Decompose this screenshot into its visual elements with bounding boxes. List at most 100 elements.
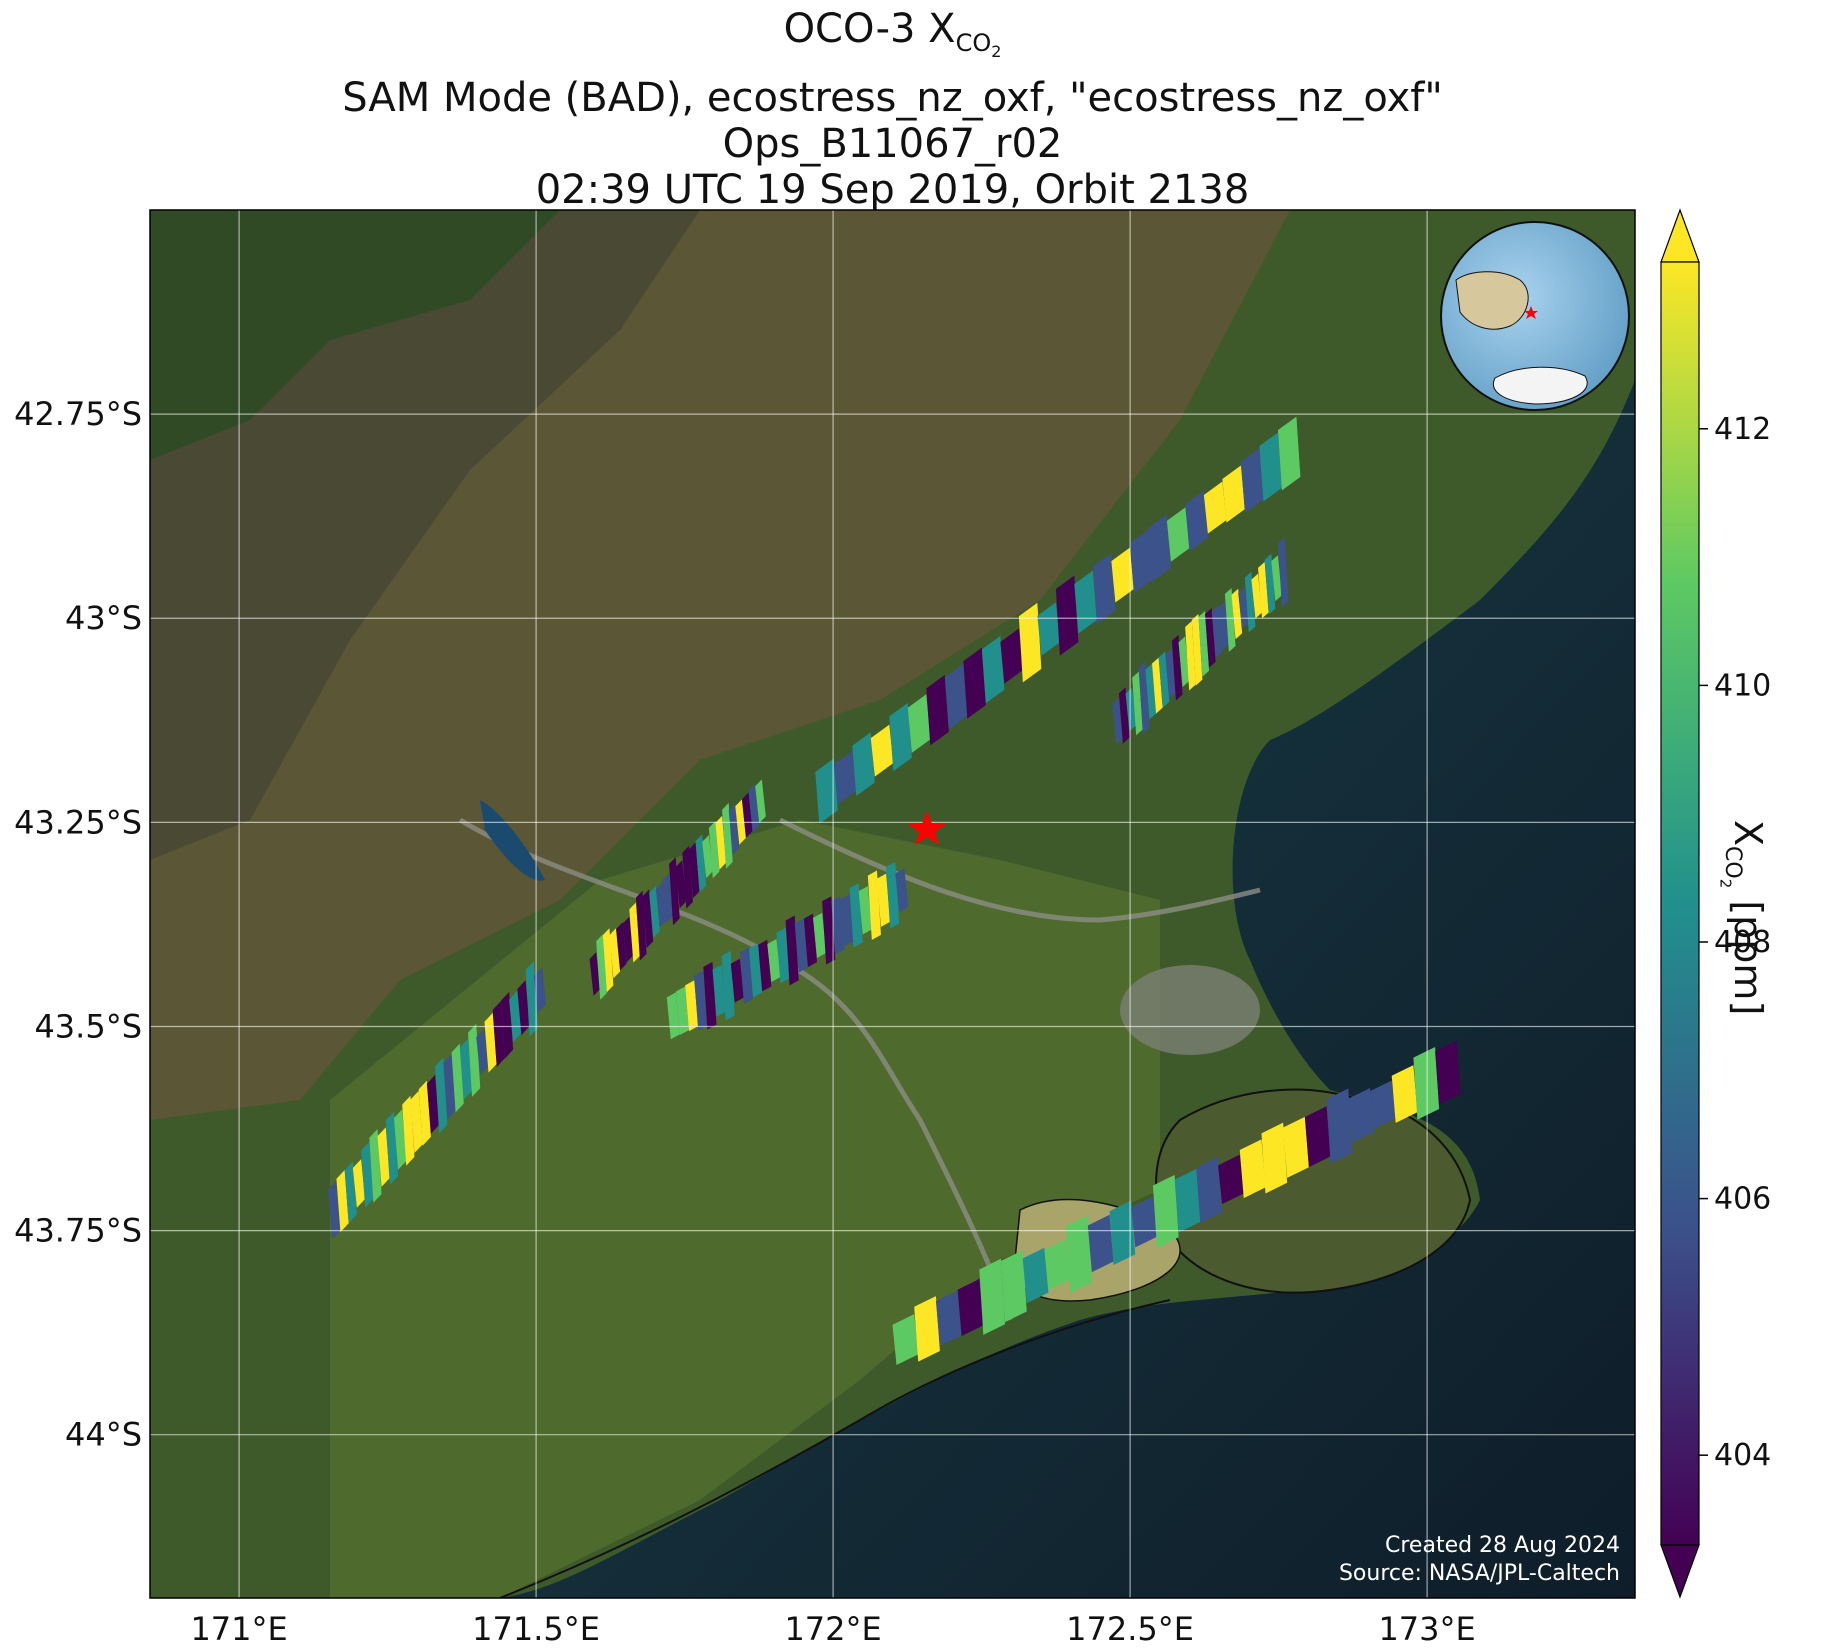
xco2-footprint: [492, 1001, 505, 1067]
xco2-footprint: [1244, 571, 1256, 633]
credit-source: Source: NASA/JPL-Caltech: [1339, 1561, 1620, 1586]
xco2-footprint: [1239, 1139, 1266, 1199]
xco2-footprint: [867, 870, 881, 940]
xco2-footprint: [785, 915, 799, 986]
xco2-footprint: [1391, 1065, 1418, 1123]
colorbar-extend-min: [1660, 1544, 1700, 1599]
xco2-footprint: [629, 902, 640, 963]
xco2-footprint: [1022, 1247, 1049, 1304]
xco2-footprint: [435, 1057, 448, 1134]
title-line-1: OCO-3 XCO2: [783, 6, 1002, 61]
xco2-footprint: [669, 857, 680, 926]
xco2-footprint: [1165, 648, 1176, 699]
xco2-footprint: [1251, 573, 1263, 619]
xco2-footprint: [602, 928, 614, 993]
xco2-footprint: [1259, 432, 1282, 502]
lon-tick-label: 172°E: [784, 1610, 881, 1648]
xco2-footprint: [1087, 1214, 1114, 1273]
xco2-footprint: [715, 815, 727, 870]
xco2-footprint: [1044, 1239, 1071, 1291]
target-star-marker: [908, 811, 946, 845]
colorbar-ticks: 404 406 408 410 412: [1699, 412, 1771, 1473]
xco2-footprint: [410, 1090, 423, 1154]
xco2-footprint: [926, 674, 949, 746]
xco2-footprint: [328, 1180, 341, 1240]
xco2-footprint: [484, 1012, 497, 1073]
xco2-footprint: [649, 885, 660, 938]
xco2-footprint: [979, 1258, 1006, 1335]
xco2-footprint: [852, 732, 875, 796]
xco2-footprint: [695, 834, 707, 893]
xco2-footprint: [451, 1043, 464, 1113]
xco2-footprint: [728, 803, 740, 855]
xco2-footprint: [1037, 602, 1060, 656]
xco2-footprint: [907, 694, 931, 753]
christchurch-city: [1120, 965, 1260, 1055]
map-frame: [149, 209, 1636, 1599]
xco2-footprint: [1413, 1046, 1440, 1120]
xco2-footprint: [1205, 608, 1216, 668]
xco2-footprint: [981, 635, 1005, 704]
longitude-tick-labels: 171°E 171.5°E 172°E 172.5°E 173°E: [190, 1610, 1475, 1648]
latitude-tick-labels: 42.75°S 43°S 43.25°S 43.5°S 43.75°S 44°S: [14, 395, 142, 1454]
xco2-footprint: [675, 986, 690, 1036]
lat-tick-label: 43.75°S: [14, 1212, 142, 1250]
xco2-footprint: [688, 842, 700, 899]
xco2-footprint: [702, 834, 713, 879]
xco2-footprint: [509, 990, 522, 1043]
xco2-footprint: [377, 1127, 390, 1187]
xco2-footprint: [694, 970, 708, 1031]
colorbar: 404 406 408 410 412: [1660, 208, 1771, 1599]
gridlines: [150, 210, 1635, 1598]
title-line-2: SAM Mode (BAD), ecostress_nz_oxf, "ecost…: [342, 74, 1443, 121]
xco2-footprint: [426, 1074, 440, 1134]
xco2-footprint: [712, 964, 726, 1017]
xco2-footprint: [1178, 636, 1190, 688]
xco2-footprint: [662, 872, 674, 924]
xco2-footprint: [1198, 610, 1210, 677]
xco2-footprint: [1264, 553, 1276, 615]
xco2-footprint: [1131, 1196, 1157, 1248]
xco2-footprint: [1109, 1200, 1136, 1266]
xco2-footprint: [963, 647, 986, 719]
xco2-footprint: [812, 912, 827, 958]
inset-globe: [1440, 221, 1630, 411]
xco2-footprint: [776, 927, 790, 984]
xco2-footprint: [1111, 547, 1134, 603]
xco2-footprint: [622, 916, 634, 963]
northern-forest: [150, 210, 560, 460]
xco2-footprint: [1258, 561, 1269, 619]
title-block: OCO-3 XCO2 SAM Mode (BAD), ecostress_nz_…: [150, 6, 1635, 213]
xco2-footprint: [675, 860, 687, 909]
lon-tick-label: 171°E: [190, 1610, 287, 1648]
xco2-footprint: [858, 886, 872, 935]
lake-coleridge: [480, 800, 545, 881]
title-line-3: Ops_B11067_r02: [722, 120, 1063, 167]
xco2-footprint: [1112, 698, 1123, 745]
xco2-footprint: [739, 947, 754, 1004]
xco2-footprint: [1348, 1088, 1374, 1143]
xco2-footprint: [443, 1053, 456, 1120]
colorbar-tick-label: 412: [1714, 412, 1771, 447]
xco2-footprint: [1283, 1116, 1309, 1178]
xco2-footprint: [589, 952, 601, 996]
xco2-footprint: [822, 896, 836, 965]
xco2-footprint: [1185, 621, 1196, 691]
xco2-footprint: [1001, 1250, 1027, 1323]
xco2-footprint: [1125, 687, 1137, 732]
xco2-footprint: [1231, 588, 1243, 640]
xco2-footprint: [722, 802, 733, 869]
xco2-footprint: [892, 1314, 919, 1366]
colorbar-gradient: [1660, 261, 1700, 1546]
xco2-footprint: [794, 918, 808, 973]
xco2-footprint: [957, 1279, 984, 1336]
xco2-footprint: [1224, 588, 1236, 652]
coastline: [499, 1299, 1171, 1598]
xco2-footprint: [1277, 536, 1289, 608]
xco2-footprint: [1277, 416, 1301, 491]
colorbar-tick-label: 406: [1714, 1182, 1771, 1217]
xco2-footprint: [642, 889, 654, 949]
xco2-footprint: [895, 868, 909, 913]
xco2-footprint: [1166, 507, 1190, 562]
